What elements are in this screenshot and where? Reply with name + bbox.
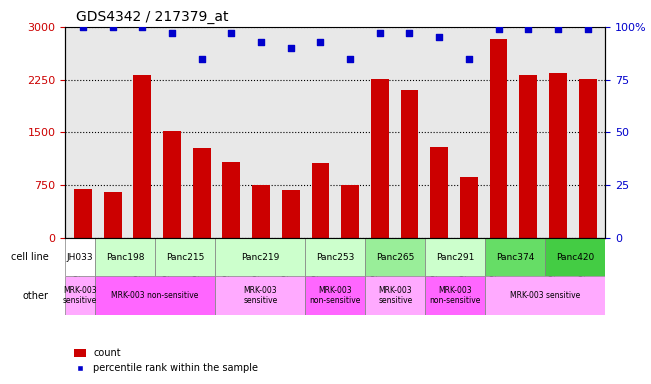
- Bar: [252, 185, 270, 238]
- Text: Panc253: Panc253: [316, 253, 354, 262]
- FancyBboxPatch shape: [65, 238, 95, 276]
- Text: Panc291: Panc291: [436, 253, 475, 262]
- FancyBboxPatch shape: [215, 238, 305, 276]
- FancyBboxPatch shape: [425, 238, 486, 276]
- Point: [286, 45, 296, 51]
- FancyBboxPatch shape: [305, 238, 365, 276]
- Point: [464, 55, 474, 61]
- Text: MRK-003 non-sensitive: MRK-003 non-sensitive: [111, 291, 199, 300]
- Point: [523, 26, 533, 32]
- FancyBboxPatch shape: [95, 276, 215, 315]
- Bar: [193, 148, 210, 238]
- FancyBboxPatch shape: [95, 238, 155, 276]
- Point: [77, 24, 88, 30]
- Point: [107, 24, 118, 30]
- FancyBboxPatch shape: [155, 238, 215, 276]
- Point: [345, 55, 355, 61]
- Point: [197, 55, 207, 61]
- Text: MRK-003
sensitive: MRK-003 sensitive: [378, 286, 413, 305]
- Point: [167, 30, 177, 36]
- Bar: [223, 162, 240, 238]
- Bar: [460, 177, 478, 238]
- Text: MRK-003
sensitive: MRK-003 sensitive: [63, 286, 97, 305]
- FancyBboxPatch shape: [305, 276, 365, 315]
- Point: [553, 26, 563, 32]
- FancyBboxPatch shape: [215, 276, 305, 315]
- Bar: [104, 192, 122, 238]
- Bar: [430, 147, 448, 238]
- Bar: [163, 131, 181, 238]
- Point: [137, 24, 148, 30]
- FancyBboxPatch shape: [365, 238, 425, 276]
- Point: [583, 26, 593, 32]
- Bar: [133, 75, 151, 238]
- Text: Panc374: Panc374: [496, 253, 534, 262]
- Text: Panc420: Panc420: [557, 253, 594, 262]
- Text: JH033: JH033: [67, 253, 94, 262]
- Text: MRK-003
sensitive: MRK-003 sensitive: [243, 286, 277, 305]
- Point: [493, 26, 504, 32]
- Bar: [341, 185, 359, 238]
- Text: Panc219: Panc219: [241, 253, 279, 262]
- Text: other: other: [23, 291, 49, 301]
- Point: [374, 30, 385, 36]
- Bar: [74, 189, 92, 238]
- Text: Panc215: Panc215: [166, 253, 204, 262]
- FancyBboxPatch shape: [425, 276, 486, 315]
- Bar: [371, 79, 389, 238]
- Bar: [400, 90, 419, 238]
- Bar: [519, 75, 537, 238]
- Bar: [312, 164, 329, 238]
- Bar: [579, 79, 596, 238]
- Text: MRK-003
non-sensitive: MRK-003 non-sensitive: [310, 286, 361, 305]
- Point: [434, 34, 445, 40]
- Text: MRK-003
non-sensitive: MRK-003 non-sensitive: [430, 286, 481, 305]
- Legend: count, percentile rank within the sample: count, percentile rank within the sample: [70, 344, 262, 377]
- Bar: [490, 39, 508, 238]
- FancyBboxPatch shape: [65, 276, 95, 315]
- Point: [404, 30, 415, 36]
- Text: cell line: cell line: [11, 252, 49, 262]
- FancyBboxPatch shape: [486, 238, 546, 276]
- Bar: [282, 190, 299, 238]
- Text: GDS4342 / 217379_at: GDS4342 / 217379_at: [76, 10, 229, 25]
- Text: Panc265: Panc265: [376, 253, 415, 262]
- Text: Panc198: Panc198: [106, 253, 145, 262]
- FancyBboxPatch shape: [546, 238, 605, 276]
- Bar: [549, 73, 567, 238]
- Text: MRK-003 sensitive: MRK-003 sensitive: [510, 291, 581, 300]
- Point: [226, 30, 236, 36]
- Point: [256, 39, 266, 45]
- FancyBboxPatch shape: [486, 276, 605, 315]
- Point: [315, 39, 326, 45]
- FancyBboxPatch shape: [365, 276, 425, 315]
